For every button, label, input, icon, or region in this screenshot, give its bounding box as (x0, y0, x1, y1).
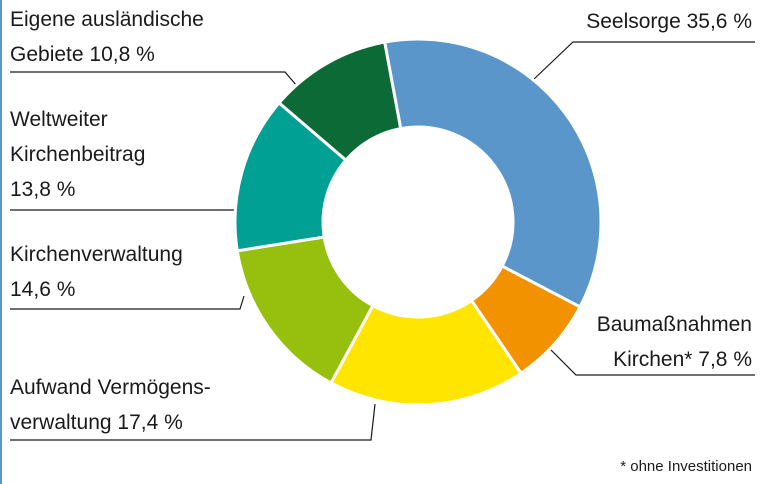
slice-label: Kirchenverwaltung 14,6 % (10, 237, 183, 307)
slice-label: Eigene ausländische Gebiete 10,8 % (10, 2, 204, 72)
slice-label: Weltweiter Kirchenbeitrag 13,8 % (10, 102, 145, 207)
leader-line (532, 41, 755, 81)
category-label: Weltweiter Kirchenbeitrag (10, 108, 146, 166)
value-label: 7,8 % (698, 348, 752, 371)
leader-line (10, 403, 376, 441)
value-label: 35,6 % (686, 10, 752, 33)
leader-line (545, 344, 755, 376)
value-label: 13,8 % (10, 178, 76, 201)
category-label: Baumaßnahmen Kirchen* (596, 313, 752, 371)
value-label: 14,6 % (10, 278, 76, 301)
value-label: 17,4 % (117, 411, 183, 434)
donut-slice (382, 37, 603, 309)
category-label: Aufwand Vermögens- verwaltung (10, 376, 211, 434)
leader-lines (10, 41, 755, 441)
donut-slice (276, 40, 403, 163)
donut (233, 37, 603, 407)
donut-slice (328, 298, 524, 407)
slice-label: Aufwand Vermögens- verwaltung 17,4 % (10, 370, 211, 440)
category-label: Seelsorge (586, 10, 681, 33)
category-label: Eigene ausländische Gebiete (10, 8, 204, 66)
category-label: Kirchenverwaltung (10, 243, 183, 266)
leader-line (10, 71, 298, 87)
footnote: * ohne Investitionen (620, 458, 752, 475)
slice-label: Baumaßnahmen Kirchen* 7,8 % (597, 307, 752, 377)
slice-label: Seelsorge 35,6 % (586, 4, 752, 39)
value-label: 10,8 % (89, 43, 155, 66)
leader-line (10, 295, 245, 310)
